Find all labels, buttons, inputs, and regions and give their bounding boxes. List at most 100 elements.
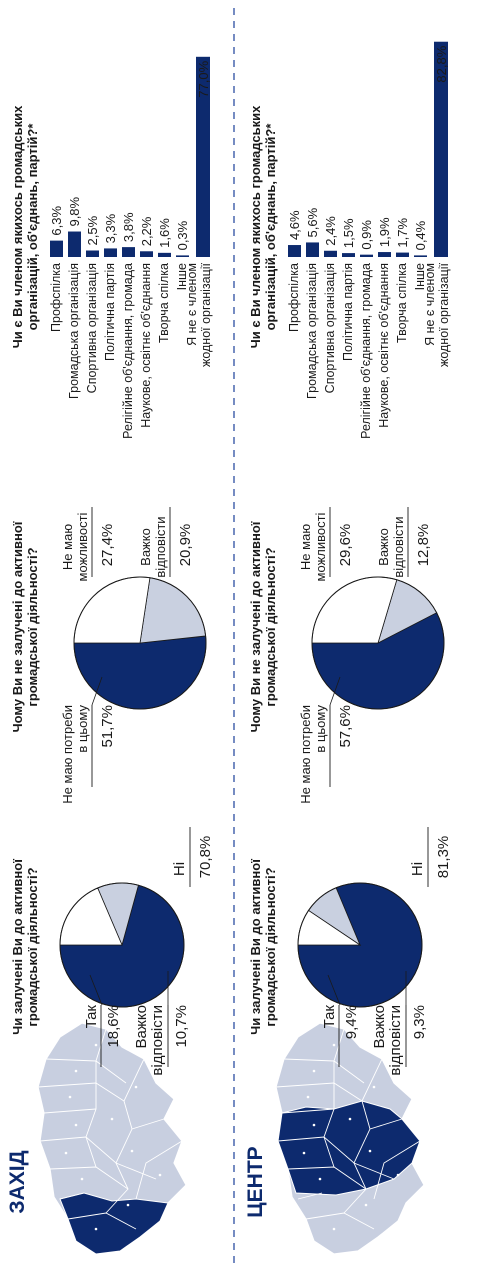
bar-value: 4,6% bbox=[287, 210, 302, 240]
bar-value: 0,9% bbox=[359, 220, 374, 250]
value-tak: 9,4% bbox=[343, 1005, 360, 1039]
value-mozhl: 29,6% bbox=[337, 524, 354, 567]
value-vazhko2: 12,8% bbox=[415, 524, 432, 567]
bar-category: Я не є членом bbox=[185, 263, 199, 346]
bar bbox=[158, 252, 171, 257]
value-ni: 70,8% bbox=[197, 836, 214, 879]
bar-category: Спортивна організація bbox=[85, 263, 99, 393]
leader-line bbox=[89, 974, 103, 1006]
bar-value: 0,4% bbox=[413, 220, 428, 250]
leader-line bbox=[329, 676, 341, 706]
map-city-dot bbox=[348, 1117, 352, 1121]
bar-category: Профспілка bbox=[49, 263, 63, 332]
pie-reasons bbox=[311, 576, 445, 710]
bar-category: жодної організації bbox=[199, 262, 213, 367]
bar-value: 9,8% bbox=[67, 196, 82, 226]
map-city-dot bbox=[306, 1095, 310, 1099]
map-city-dot bbox=[312, 1123, 316, 1127]
map-city-dot bbox=[134, 1085, 138, 1089]
value-vazhko: 9,3% bbox=[411, 1005, 428, 1039]
map-city-dot bbox=[126, 1203, 130, 1207]
map-city-dot bbox=[68, 1095, 72, 1099]
bar bbox=[176, 255, 189, 257]
bar bbox=[86, 250, 99, 257]
bar bbox=[360, 254, 373, 257]
map-city-dot bbox=[94, 1043, 98, 1047]
bar bbox=[104, 248, 117, 257]
label-vazhko: відповісти bbox=[387, 1005, 404, 1076]
bar-category: жодної організації bbox=[437, 262, 451, 367]
chart-title: Чи є Ви членом якихось громадських bbox=[248, 105, 263, 348]
map-city-dot bbox=[94, 1227, 98, 1231]
bar-category: Творча спілка bbox=[395, 263, 409, 343]
map-city-dot bbox=[318, 1177, 322, 1181]
bar-category: Політична партія bbox=[103, 263, 117, 361]
bar-category: Політична партія bbox=[341, 263, 355, 361]
bar-category: Наукове, освітнє об'єднання bbox=[139, 263, 153, 428]
map-city-dot bbox=[332, 1043, 336, 1047]
chart-title: організацій, об'єднань, партій?* bbox=[25, 123, 40, 331]
bar bbox=[50, 240, 63, 257]
bar-value: 77,0% bbox=[196, 60, 211, 97]
region-title: ЗАХІД bbox=[6, 1150, 29, 1213]
pie-outline bbox=[59, 882, 185, 1008]
map-highlight bbox=[59, 1192, 169, 1255]
map-city-dot bbox=[302, 1151, 306, 1155]
map-border bbox=[105, 1058, 145, 1214]
bar-value: 0,3% bbox=[175, 220, 190, 250]
label-ni: Ні bbox=[409, 862, 426, 876]
bar bbox=[68, 231, 81, 257]
bar bbox=[324, 250, 337, 257]
bar-category: Інше bbox=[413, 263, 427, 290]
map-border bbox=[373, 1140, 421, 1200]
map-border bbox=[43, 1108, 97, 1114]
map-border bbox=[297, 1192, 323, 1200]
bar bbox=[342, 253, 355, 257]
label-mozhl: Не маю bbox=[60, 524, 75, 570]
bar bbox=[396, 252, 409, 257]
label-vazhko2: Важко bbox=[376, 528, 391, 566]
bar bbox=[122, 247, 135, 257]
map-border bbox=[39, 1136, 157, 1180]
bar-value: 6,3% bbox=[49, 206, 64, 236]
value-mozhl: 27,4% bbox=[99, 524, 116, 567]
pie-slice bbox=[73, 576, 151, 644]
map-city-dot bbox=[130, 1149, 134, 1153]
map-city-dot bbox=[74, 1069, 78, 1073]
bar bbox=[434, 41, 448, 257]
label-ni: Ні bbox=[171, 862, 188, 876]
bar-value: 3,8% bbox=[121, 212, 136, 242]
pie-outline bbox=[311, 576, 445, 710]
pie-slice bbox=[73, 635, 207, 710]
map-border bbox=[281, 1108, 335, 1114]
bar-value: 3,3% bbox=[103, 213, 118, 243]
value-vazhko: 10,7% bbox=[173, 1005, 190, 1048]
chart-title: громадської діяльності? bbox=[25, 547, 40, 706]
map-city-dot bbox=[74, 1123, 78, 1127]
bar-category: Релігійне об'єднання, громада bbox=[121, 263, 135, 439]
label-vazhko: Важко bbox=[371, 1005, 388, 1048]
leader-line bbox=[327, 974, 341, 1006]
pie-involvement bbox=[297, 882, 423, 1008]
leader-line bbox=[91, 676, 103, 706]
bar bbox=[414, 255, 427, 257]
bar-category: Громадська організація bbox=[305, 263, 319, 399]
label-mozhl: можливості bbox=[75, 512, 90, 581]
label-vazhko: Важко bbox=[133, 1005, 150, 1048]
label-potreby: в цьому bbox=[313, 705, 328, 753]
pie-reasons bbox=[73, 576, 207, 710]
map-border bbox=[131, 1118, 165, 1130]
bar-category: Наукове, освітнє об'єднання bbox=[377, 263, 391, 428]
bar-value: 82,8% bbox=[434, 45, 449, 82]
bar bbox=[140, 251, 153, 257]
map-city-dot bbox=[396, 1173, 400, 1177]
bar-value: 1,6% bbox=[157, 218, 172, 248]
value-potreby: 57,6% bbox=[337, 705, 354, 748]
label-potreby: Не маю потреби bbox=[60, 705, 75, 804]
bar-value: 2,4% bbox=[323, 216, 338, 246]
map-border bbox=[369, 1118, 403, 1130]
map-city-dot bbox=[312, 1069, 316, 1073]
